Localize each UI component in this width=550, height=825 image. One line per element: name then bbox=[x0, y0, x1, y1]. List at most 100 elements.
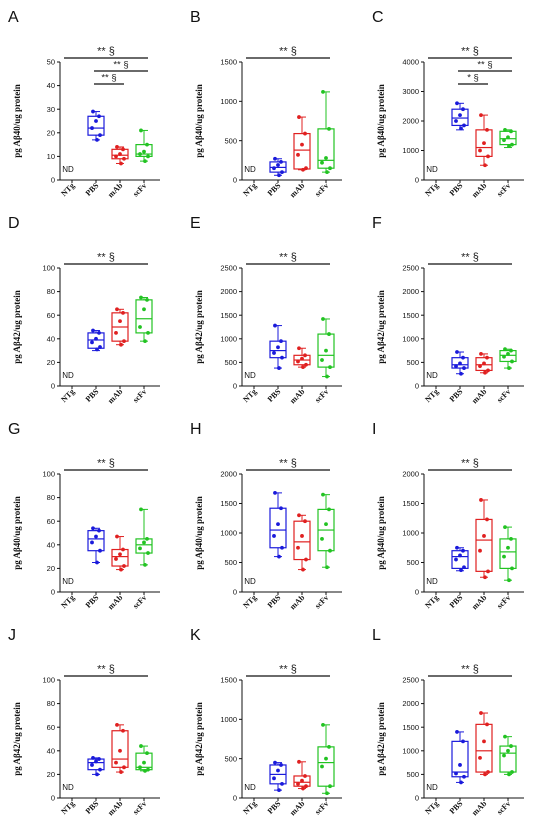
significance-label: ** § bbox=[461, 664, 479, 676]
data-point bbox=[272, 776, 276, 781]
data-point bbox=[506, 748, 510, 753]
box-pbs bbox=[87, 328, 105, 352]
data-point bbox=[462, 565, 466, 570]
data-point bbox=[280, 545, 284, 550]
data-point bbox=[139, 744, 143, 748]
data-point bbox=[142, 307, 146, 312]
data-point bbox=[98, 767, 102, 772]
box-iqr bbox=[293, 775, 311, 787]
significance-label: ** § bbox=[97, 252, 115, 264]
y-tick-label: 0 bbox=[51, 588, 55, 597]
y-axis-label: pg Aβ40/ug protein bbox=[376, 496, 386, 570]
data-point bbox=[507, 366, 511, 370]
box-iqr bbox=[135, 538, 153, 554]
category-label-mab: mAb bbox=[106, 387, 125, 406]
y-tick-label: 1000 bbox=[220, 715, 237, 724]
data-point bbox=[272, 351, 276, 355]
data-point bbox=[138, 765, 142, 770]
box-mab bbox=[475, 498, 493, 580]
y-tick-label: 1000 bbox=[220, 529, 237, 538]
y-tick-label: 40 bbox=[47, 334, 55, 343]
panel-E: Epg Aβ42/ug protein 0 500 1000 1500 2000 2500 N… bbox=[190, 215, 342, 405]
box-pbs bbox=[87, 755, 105, 777]
data-point bbox=[94, 119, 98, 123]
box-scfv bbox=[499, 127, 517, 149]
data-point bbox=[485, 127, 489, 132]
data-point bbox=[300, 356, 304, 361]
data-point bbox=[482, 141, 486, 146]
box-mab bbox=[293, 346, 311, 370]
box-mab bbox=[293, 759, 311, 791]
data-point bbox=[91, 755, 95, 760]
panel-letter: C bbox=[372, 9, 384, 26]
data-point bbox=[509, 537, 513, 541]
y-tick-label: 100 bbox=[42, 470, 55, 479]
data-point bbox=[143, 339, 147, 344]
y-tick-label: 0 bbox=[415, 382, 419, 391]
data-point bbox=[486, 770, 490, 774]
box-pbs bbox=[87, 109, 105, 142]
category-label-mab: mAb bbox=[470, 387, 489, 406]
data-point bbox=[122, 339, 126, 344]
category-label-ntg: NTg bbox=[423, 181, 440, 198]
box-scfv bbox=[135, 295, 153, 344]
data-point bbox=[301, 167, 305, 172]
data-point bbox=[483, 370, 487, 375]
box-scfv bbox=[317, 89, 335, 175]
y-tick-label: 500 bbox=[224, 136, 237, 145]
data-point bbox=[114, 154, 118, 159]
y-axis-label: pg Aβ40/ug protein bbox=[12, 496, 22, 570]
data-point bbox=[486, 368, 490, 373]
data-point bbox=[478, 148, 482, 153]
box-scfv bbox=[135, 128, 153, 164]
box-mab bbox=[111, 307, 129, 347]
box-mab bbox=[293, 513, 311, 572]
data-point bbox=[121, 310, 125, 315]
data-point bbox=[114, 331, 118, 335]
data-point bbox=[327, 744, 331, 749]
category-label-ntg: NTg bbox=[241, 181, 258, 198]
y-tick-label: 1000 bbox=[220, 334, 237, 343]
panel-I: Ipg Aβ40/ug protein 0 500 1000 1500 2000 NTg PB… bbox=[372, 421, 524, 611]
y-tick-label: 1000 bbox=[220, 97, 237, 106]
panel-D: Dpg Aβ42/ug protein 0 20 40 60 80 100 NTg PBS mAb… bbox=[8, 215, 160, 405]
y-tick-label: 80 bbox=[47, 493, 55, 502]
data-point bbox=[324, 156, 328, 160]
panel-letter: F bbox=[372, 215, 382, 232]
data-point bbox=[114, 557, 118, 561]
data-point bbox=[325, 791, 329, 796]
box-iqr bbox=[451, 108, 469, 127]
box-mab bbox=[293, 115, 311, 172]
box-mab bbox=[111, 145, 129, 166]
data-point bbox=[277, 554, 281, 559]
data-point bbox=[328, 365, 332, 370]
box-iqr bbox=[475, 723, 493, 773]
category-label-mab: mAb bbox=[288, 387, 307, 406]
data-point bbox=[483, 772, 487, 777]
data-point bbox=[280, 170, 284, 175]
box-iqr bbox=[475, 518, 493, 572]
data-point bbox=[118, 748, 122, 753]
data-point bbox=[325, 170, 329, 175]
data-point bbox=[503, 127, 507, 132]
data-point bbox=[303, 774, 307, 778]
data-point bbox=[321, 89, 325, 94]
box-iqr bbox=[87, 758, 105, 771]
data-point bbox=[458, 361, 462, 366]
box-scfv bbox=[317, 492, 335, 570]
y-axis-label: pg Aβ40/ug protein bbox=[194, 84, 204, 158]
data-point bbox=[454, 364, 458, 369]
y-tick-label: 0 bbox=[51, 176, 55, 185]
significance-label: ** § bbox=[279, 458, 297, 470]
data-point bbox=[138, 546, 142, 551]
y-axis-label: pg Aβ40/ug protein bbox=[12, 84, 22, 158]
data-point bbox=[324, 522, 328, 527]
category-label-pbs: PBS bbox=[84, 181, 101, 198]
data-point bbox=[296, 359, 300, 364]
y-tick-label: 2000 bbox=[402, 470, 419, 479]
y-tick-label: 2000 bbox=[402, 287, 419, 296]
data-point bbox=[458, 763, 462, 767]
box-iqr bbox=[317, 746, 335, 787]
data-point bbox=[321, 722, 325, 727]
category-label-ntg: NTg bbox=[59, 387, 76, 404]
